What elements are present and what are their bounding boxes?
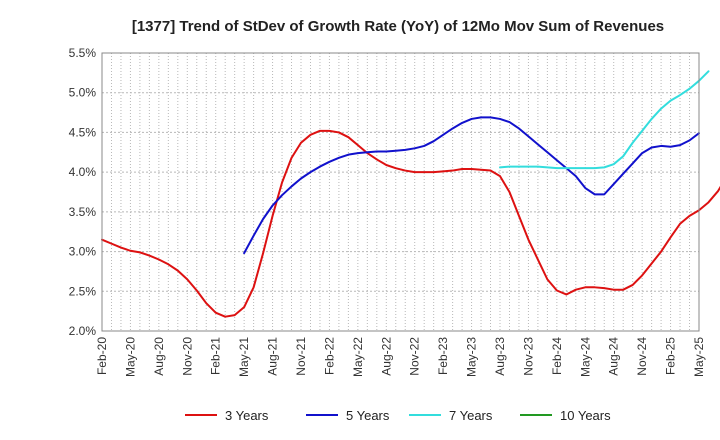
x-axis: Feb-20 May-20 Aug-20 Nov-20 Feb-21 May-21 Aug-… (95, 337, 706, 377)
y-tick-label: 5.5% (69, 46, 97, 60)
x-tick-label: Feb-22 (322, 337, 336, 375)
series-group (101, 70, 720, 318)
x-tick-label: May-24 (578, 337, 592, 377)
x-tick-label: Nov-24 (635, 337, 649, 376)
x-tick-label: May-21 (237, 337, 251, 377)
y-tick-label: 5.0% (69, 86, 97, 100)
series-line-5-years (243, 116, 700, 255)
x-tick-label: Aug-22 (379, 337, 393, 376)
y-tick-label: 3.5% (69, 205, 97, 219)
y-tick-label: 2.5% (69, 284, 97, 298)
legend-label: 3 Years (225, 408, 269, 423)
x-tick-label: Aug-20 (152, 337, 166, 376)
y-tick-label: 4.5% (69, 125, 97, 139)
x-tick-label: Aug-23 (493, 337, 507, 376)
x-tick-label: Nov-23 (521, 337, 535, 376)
x-tick-label: Aug-24 (607, 337, 621, 376)
series-line-3-years (101, 129, 720, 318)
x-tick-label: Nov-21 (294, 337, 308, 376)
x-tick-label: Feb-21 (209, 337, 223, 375)
y-tick-label: 2.0% (69, 324, 97, 338)
x-tick-label: Feb-23 (436, 337, 450, 375)
x-tick-label: Nov-22 (408, 337, 422, 376)
x-tick-label: Nov-20 (180, 337, 194, 376)
legend-label: 5 Years (346, 408, 390, 423)
x-tick-label: May-25 (692, 337, 706, 377)
series-line-7-years (499, 70, 710, 170)
legend: 3 Years 5 Years 7 Years 10 Years (185, 408, 611, 423)
plot-frame (101, 52, 700, 332)
x-tick-label: May-20 (123, 337, 137, 377)
legend-label: 7 Years (449, 408, 493, 423)
plot-area (102, 53, 699, 331)
legend-label: 10 Years (560, 408, 611, 423)
x-tick-label: Feb-24 (550, 337, 564, 375)
x-tick-label: May-23 (465, 337, 479, 377)
y-axis: 2.0% 2.5% 3.0% 3.5% 4.0% 4.5% 5.0% 5.5% (69, 46, 97, 338)
x-tick-label: May-22 (351, 337, 365, 377)
chart-title: [1377] Trend of StDev of Growth Rate (Yo… (132, 18, 664, 35)
y-tick-label: 3.0% (69, 245, 97, 259)
y-tick-label: 4.0% (69, 165, 97, 179)
x-tick-label: Aug-21 (266, 337, 280, 376)
x-tick-label: Feb-25 (664, 337, 678, 375)
grid (102, 53, 699, 331)
x-tick-label: Feb-20 (95, 337, 109, 375)
